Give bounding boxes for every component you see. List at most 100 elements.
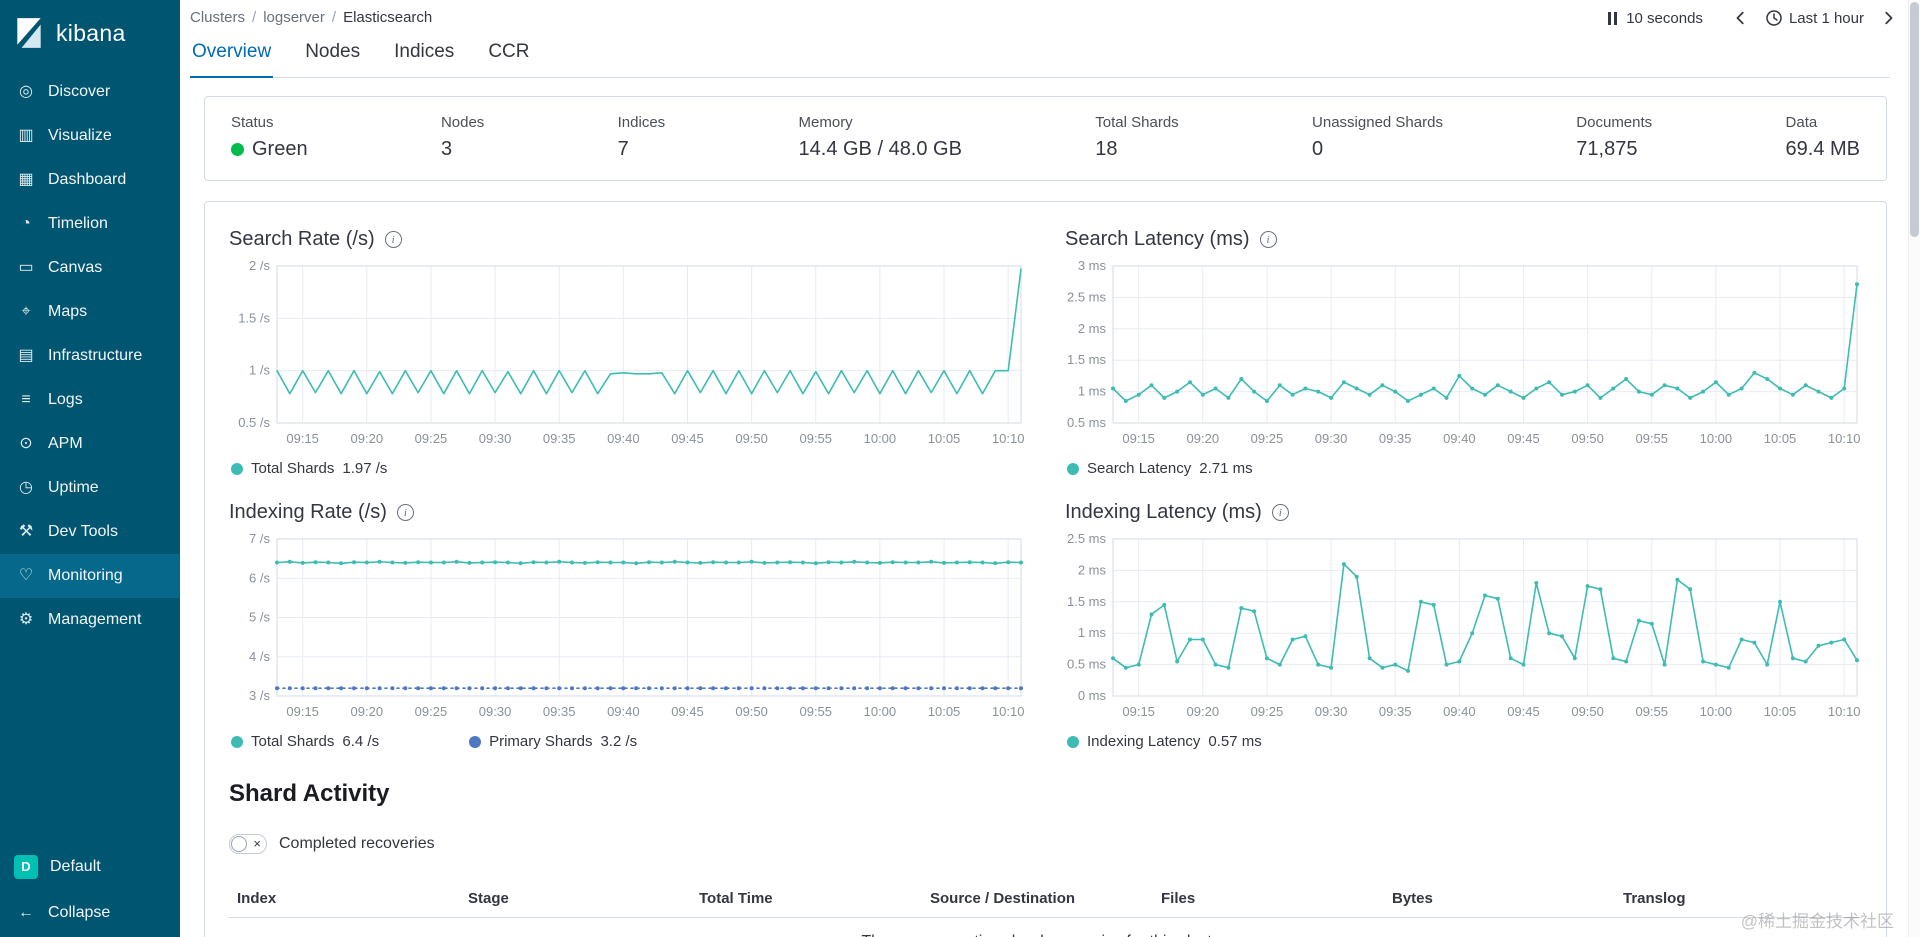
sidebar-item-label: APM (48, 435, 83, 452)
sidebar-item-label: Management (48, 611, 142, 628)
sidebar-item-apm[interactable]: ⊙ APM (0, 422, 180, 466)
stat-value: 0 (1312, 138, 1324, 160)
svg-text:09:45: 09:45 (1507, 431, 1540, 446)
time-range-label[interactable]: Last 1 hour (1788, 9, 1864, 27)
sidebar-item-visualize[interactable]: ▥ Visualize (0, 114, 180, 158)
svg-text:5 /s: 5 /s (249, 610, 270, 625)
column-header-stage: Stage (468, 890, 509, 907)
toggle-off-x-icon: × (253, 836, 261, 851)
stat-label: Memory (798, 114, 853, 131)
discover-icon: ◎ (19, 83, 33, 100)
sidebar-item-label: Infrastructure (48, 347, 143, 364)
chart-title: Indexing Latency (ms) (1065, 501, 1262, 523)
maps-icon: ⌖ (21, 303, 31, 320)
breadcrumb-logserver[interactable]: logserver (263, 9, 325, 26)
tab-indices[interactable]: Indices (394, 41, 455, 62)
clock-icon (1765, 9, 1783, 27)
sidebar-item-logs[interactable]: ≡ Logs (0, 378, 180, 422)
sidebar-collapse-button[interactable]: ← Collapse (0, 891, 180, 935)
legend-name: Search Latency (1087, 460, 1192, 477)
chevron-right-icon[interactable] (1878, 8, 1898, 28)
svg-text:09:25: 09:25 (415, 431, 448, 446)
svg-text:1.5 /s: 1.5 /s (238, 310, 270, 325)
search-latency-plot: 3 ms 2.5 ms 2 ms 1.5 ms 1 ms 0.5 ms 09:15 09:20… (1067, 258, 1860, 446)
legend-item-primary-shards[interactable]: Primary Shards 3.2 /s (469, 733, 637, 750)
scrollbar-thumb[interactable] (1910, 2, 1919, 237)
sidebar-item-timelion[interactable]: ◔ Timelion (0, 202, 180, 246)
breadcrumb-clusters[interactable]: Clusters (190, 9, 246, 26)
legend-item-search-latency[interactable]: Search Latency 2.71 ms (1067, 460, 1253, 477)
sidebar-item-label: Monitoring (48, 567, 123, 584)
stat-label: Total Shards (1095, 114, 1179, 131)
chevron-left-icon[interactable] (1731, 8, 1751, 28)
legend-item-total-shards[interactable]: Total Shards 6.4 /s (231, 733, 379, 750)
stat-label: Unassigned Shards (1312, 114, 1443, 131)
svg-text:09:30: 09:30 (1315, 704, 1348, 719)
sidebar-item-monitoring[interactable]: ♡ Monitoring (0, 554, 180, 598)
legend-item-indexing-latency[interactable]: Indexing Latency 0.57 ms (1067, 733, 1262, 750)
canvas-icon: ▭ (18, 259, 34, 276)
sidebar-item-dashboard[interactable]: ▦ Dashboard (0, 158, 180, 202)
svg-text:10:00: 10:00 (1700, 704, 1733, 719)
legend-name: Indexing Latency (1087, 733, 1201, 750)
info-icon[interactable]: i (1271, 504, 1289, 521)
svg-text:10:10: 10:10 (1828, 704, 1861, 719)
sidebar-item-management[interactable]: ⚙ Management (0, 598, 180, 642)
chart-search-latency: Search Latency (ms) i 3 ms 2.5 ms 2 ms 1.5 … (1065, 228, 1865, 477)
pause-icon[interactable] (1608, 11, 1618, 25)
svg-text:6 /s: 6 /s (249, 570, 270, 585)
table-empty-state: There are no active shard recoveries for… (229, 918, 1862, 937)
column-header-translog: Translog (1623, 890, 1686, 907)
tab-ccr[interactable]: CCR (488, 41, 530, 62)
svg-text:09:35: 09:35 (1379, 431, 1412, 446)
legend-item-total-shards[interactable]: Total Shards 1.97 /s (231, 460, 387, 477)
kibana-logo[interactable]: kibana (0, 0, 180, 66)
svg-text:09:40: 09:40 (607, 704, 640, 719)
info-icon[interactable]: i (1259, 231, 1277, 248)
svg-text:09:15: 09:15 (286, 704, 319, 719)
legend-dot (1067, 735, 1079, 748)
svg-text:09:20: 09:20 (1187, 704, 1220, 719)
stat-status: Status Green (231, 114, 308, 161)
completed-recoveries-toggle-row: × Completed recoveries (229, 834, 1862, 854)
info-icon[interactable]: i (396, 504, 414, 521)
tab-nodes[interactable]: Nodes (305, 41, 361, 62)
svg-text:09:20: 09:20 (1187, 431, 1220, 446)
sidebar-item-label: Logs (48, 391, 83, 408)
sidebar-item-infrastructure[interactable]: ▤ Infrastructure (0, 334, 180, 378)
sidebar-item-canvas[interactable]: ▭ Canvas (0, 246, 180, 290)
svg-text:09:35: 09:35 (543, 704, 576, 719)
stat-value: 71,875 (1576, 138, 1638, 160)
svg-text:10:00: 10:00 (1700, 431, 1733, 446)
tab-overview[interactable]: Overview (190, 41, 274, 78)
refresh-interval-label[interactable]: 10 seconds (1626, 9, 1703, 27)
visualize-icon: ▥ (18, 127, 34, 144)
sidebar-item-maps[interactable]: ⌖ Maps (0, 290, 180, 334)
search-rate-plot: 2 /s 1.5 /s 1 /s 0.5 /s 09:15 09:20 09:25 09:30… (238, 258, 1024, 446)
svg-text:09:55: 09:55 (1635, 704, 1668, 719)
indexing-rate-plot: 7 /s 6 /s 5 /s 4 /s 3 /s 09:15 09:20 09:25 09:30… (249, 531, 1025, 719)
stat-label: Indices (617, 114, 666, 131)
devtools-icon: ⚒ (18, 523, 34, 540)
sidebar-item-label: Visualize (48, 127, 112, 144)
sidebar-item-label: Timelion (48, 215, 108, 232)
kibana-wordmark: kibana (56, 19, 126, 46)
infrastructure-icon: ▤ (18, 347, 34, 364)
chart-indexing-rate: Indexing Rate (/s) i 7 /s 6 /s 5 /s 4 /s 3 /… (229, 501, 1029, 750)
chart-indexing-latency: Indexing Latency (ms) i 2.5 ms 2 ms 1.5 ms… (1065, 501, 1865, 750)
svg-text:10:10: 10:10 (992, 704, 1025, 719)
completed-recoveries-toggle[interactable]: × (229, 834, 267, 854)
stat-label: Data (1785, 114, 1818, 131)
svg-text:09:20: 09:20 (351, 704, 384, 719)
svg-text:4 /s: 4 /s (249, 649, 270, 664)
sidebar-item-default-space[interactable]: D Default (0, 843, 180, 891)
toggle-label: Completed recoveries (279, 835, 435, 852)
empty-message: There are no active shard recoveries for… (229, 933, 1862, 937)
sidebar-item-dev-tools[interactable]: ⚒ Dev Tools (0, 510, 180, 554)
info-icon[interactable]: i (384, 231, 402, 248)
stat-value: 18 (1095, 138, 1118, 160)
svg-text:09:25: 09:25 (415, 704, 448, 719)
sidebar-item-uptime[interactable]: ◷ Uptime (0, 466, 180, 510)
sidebar-item-discover[interactable]: ◎ Discover (0, 70, 180, 114)
shard-activity-table: Index Stage Total Time Source / Destination… (229, 880, 1862, 937)
